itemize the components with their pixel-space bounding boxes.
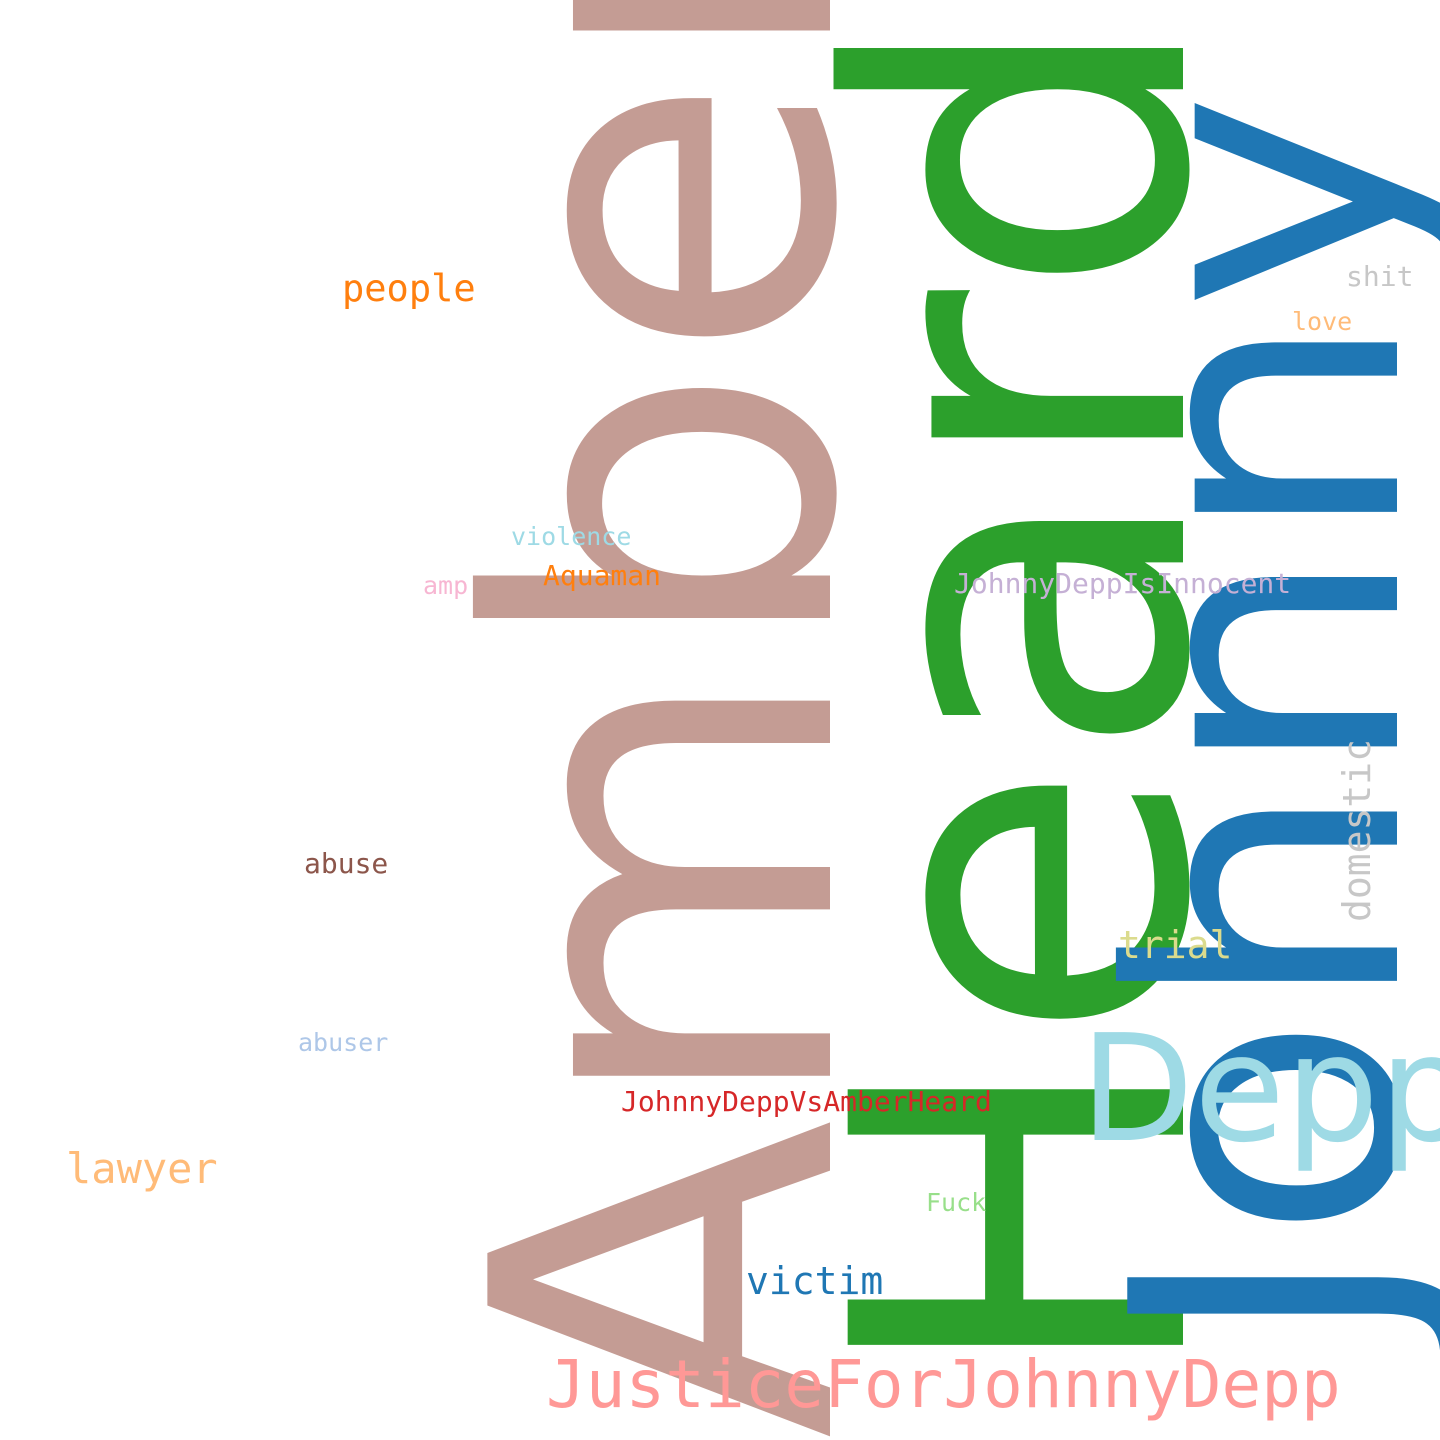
- word-people: people: [342, 267, 476, 310]
- word-abuse: abuse: [304, 847, 389, 880]
- word-trial: trial: [1118, 923, 1233, 967]
- word-abuser: abuser: [298, 1028, 389, 1057]
- word-lawyer: lawyer: [66, 1144, 218, 1193]
- word-domestic: domestic: [1335, 738, 1379, 922]
- word-jdvah: JohnnyDeppVsAmberHeard: [621, 1085, 992, 1118]
- word-victim: victim: [746, 1259, 884, 1303]
- word-amp: amp: [423, 571, 469, 600]
- word-justicefor: JusticeForJohnnyDepp: [546, 1346, 1341, 1423]
- word-shit: shit: [1346, 260, 1414, 293]
- word-fuck: Fuck: [926, 1188, 987, 1217]
- word-violence: violence: [511, 522, 632, 551]
- word-aquaman: Aquaman: [543, 559, 662, 592]
- word-jdii: JohnnyDeppIsInnocent: [954, 567, 1292, 600]
- word-depp: Depp: [1080, 1003, 1440, 1175]
- word-love: love: [1292, 307, 1353, 336]
